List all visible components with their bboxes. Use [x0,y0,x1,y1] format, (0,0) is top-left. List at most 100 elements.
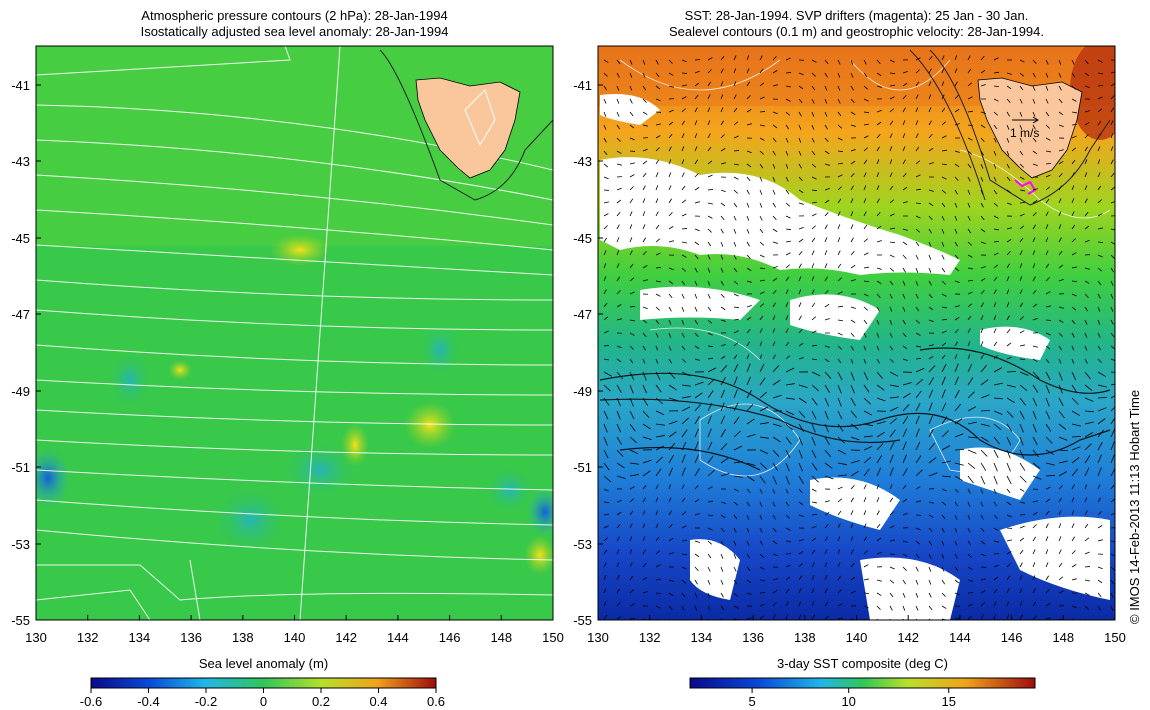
velocity-arrow [967,328,971,334]
velocity-arrow [902,553,908,557]
velocity-arrow [798,397,807,404]
velocity-arrow [824,237,828,243]
velocity-arrow [993,315,997,321]
velocity-arrow [824,318,830,321]
velocity-arrow [902,332,907,338]
velocity-arrow [642,85,647,91]
velocity-arrow [928,402,933,412]
velocity-arrow [655,123,661,126]
velocity-arrow [785,163,789,169]
velocity-arrow [785,252,791,256]
velocity-arrow [1045,397,1050,407]
velocity-arrow [681,319,685,325]
velocity-arrow [824,410,829,420]
left-x-tick-label: 150 [542,630,564,645]
velocity-arrow [1032,150,1038,155]
right-x-tick-label: 136 [742,630,764,645]
velocity-arrow [720,344,726,347]
velocity-arrow [954,579,960,584]
velocity-arrow [1032,615,1038,620]
velocity-arrow [824,588,828,594]
velocity-arrow [720,553,724,559]
velocity-arrow [1084,410,1095,413]
velocity-arrow [863,293,869,297]
velocity-arrow [1097,497,1101,503]
velocity-arrow [603,276,607,282]
velocity-arrow [850,371,855,381]
velocity-arrow [837,111,842,117]
velocity-arrow [785,501,790,507]
velocity-arrow [902,605,906,611]
velocity-arrow [629,510,634,516]
velocity-arrow [876,211,881,217]
velocity-arrow [655,280,661,283]
velocity-arrow [837,98,841,104]
velocity-arrow [824,124,828,130]
velocity-arrow [941,342,947,347]
velocity-arrow [915,332,921,336]
velocity-arrow [746,403,754,412]
velocity-arrow [1071,252,1077,256]
velocity-arrow [1045,305,1051,308]
velocity-arrow [1110,254,1115,259]
velocity-arrow [1058,264,1064,269]
velocity-arrow [876,85,882,88]
velocity-arrow [681,484,685,490]
velocity-arrow [1032,358,1038,362]
velocity-arrow [824,85,828,91]
velocity-arrow [642,319,648,324]
velocity-arrow [642,371,647,381]
left-x-tick-label: 144 [387,630,409,645]
velocity-arrow [1045,150,1051,153]
velocity-arrow [642,484,647,490]
velocity-arrow [1071,618,1075,620]
velocity-arrow [811,59,817,63]
velocity-arrow [759,68,764,74]
velocity-arrow [785,264,790,269]
velocity-arrow [707,57,713,61]
velocity-arrow [993,228,999,231]
velocity-arrow [915,280,919,286]
velocity-arrow [746,328,751,334]
velocity-arrow [980,111,986,114]
velocity-arrow [837,358,842,364]
velocity-arrow [1097,227,1103,230]
velocity-arrow [1097,484,1101,490]
velocity-arrow [798,462,803,472]
velocity-arrow [642,358,646,364]
velocity-arrow [993,527,999,531]
velocity-arrow [798,449,803,459]
velocity-arrow [694,468,700,477]
right-x-tick-label: 150 [1104,630,1126,645]
right-x-tick-label: 134 [691,630,713,645]
velocity-arrow [850,264,856,269]
velocity-arrow [733,501,739,506]
velocity-arrow [694,428,699,438]
velocity-arrow [967,603,973,607]
velocity-arrow [772,215,777,220]
velocity-arrow [707,319,713,324]
velocity-arrow [759,566,765,570]
velocity-arrow [798,514,804,518]
velocity-arrow [629,486,635,490]
velocity-arrow [980,228,986,233]
velocity-arrow [1032,449,1039,458]
velocity-arrow [798,189,804,194]
velocity-arrow [642,332,647,338]
velocity-arrow [629,498,634,503]
velocity-arrow [733,107,738,113]
velocity-arrow [798,302,802,308]
velocity-arrow [785,240,791,243]
velocity-arrow [1058,198,1062,204]
velocity-arrow [746,55,750,61]
velocity-arrow [1097,133,1101,139]
velocity-arrow [1097,511,1102,516]
velocity-arrow [954,501,959,507]
velocity-arrow [980,315,984,321]
velocity-arrow [1032,601,1037,607]
velocity-arrow [993,71,999,74]
velocity-arrow [1084,172,1088,178]
velocity-arrow [1058,59,1062,65]
velocity-arrow [1006,251,1011,256]
